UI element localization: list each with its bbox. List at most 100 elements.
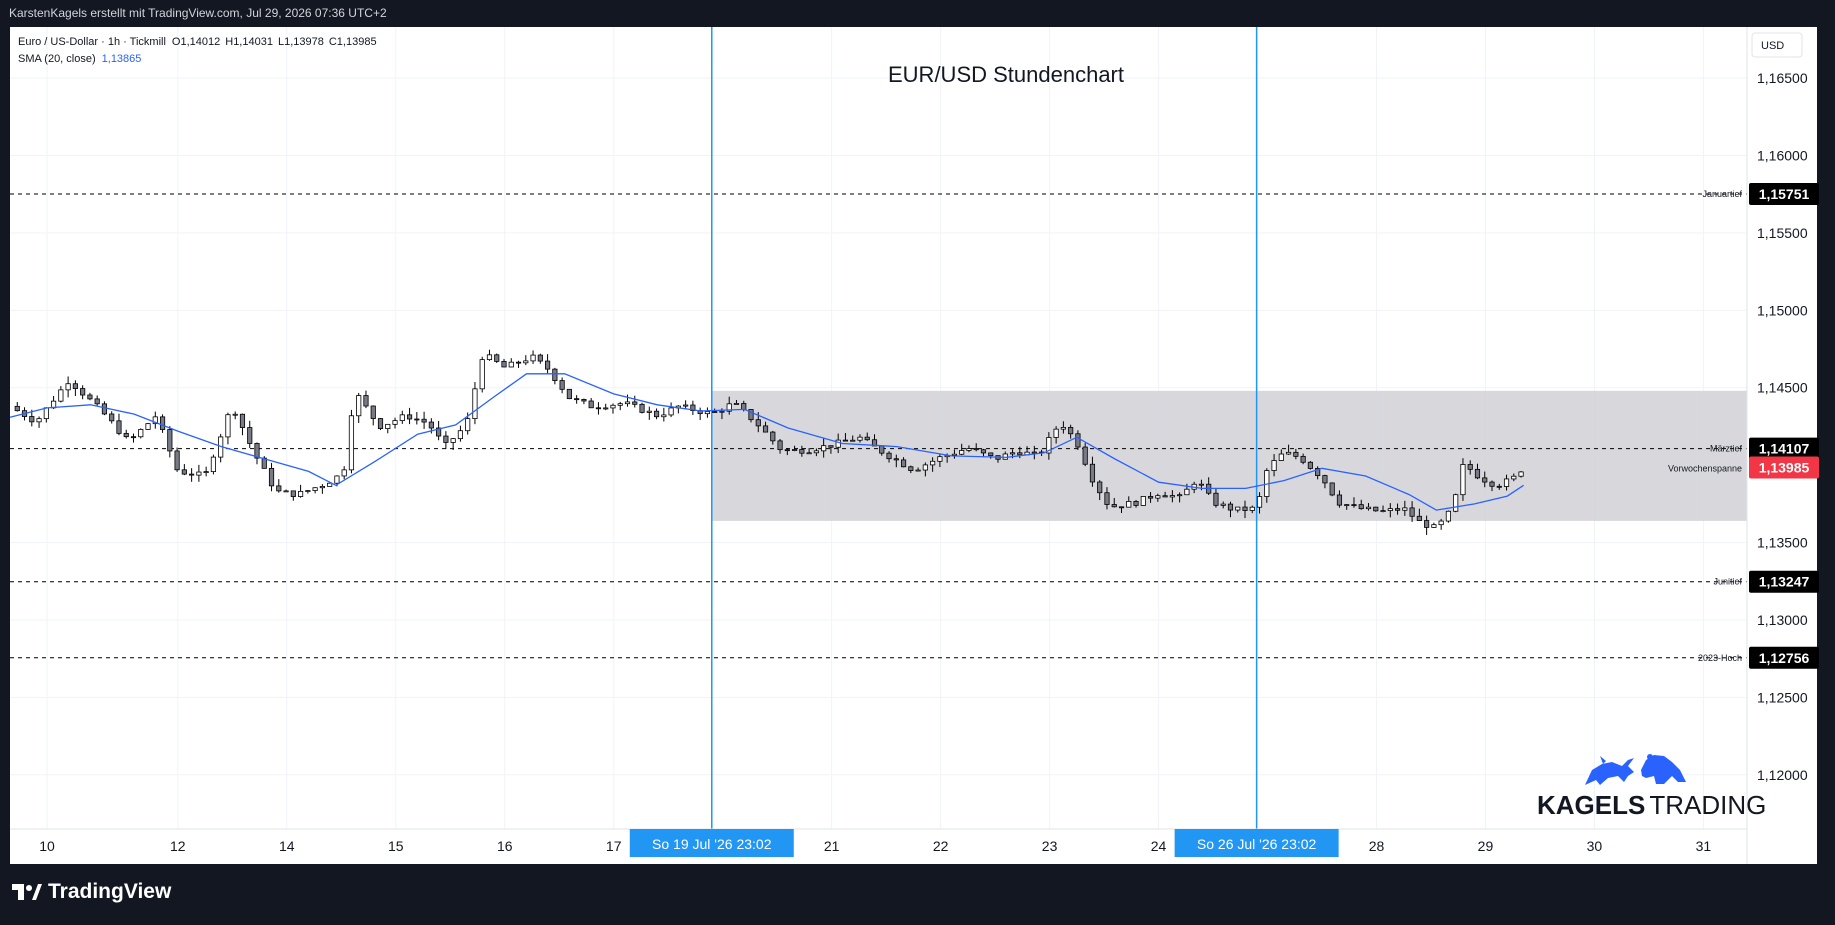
- candle-body: [1147, 496, 1154, 499]
- candle-body: [1336, 494, 1343, 506]
- candle-body: [1060, 427, 1066, 430]
- x-tick-label: 28: [1369, 838, 1385, 854]
- candle-body: [1256, 496, 1263, 508]
- candle-body: [421, 418, 427, 423]
- candle-body: [130, 436, 137, 439]
- candle-body: [1017, 452, 1023, 456]
- candle-body: [1322, 475, 1328, 484]
- candles: [14, 349, 1524, 535]
- candle-body: [1046, 437, 1052, 454]
- candle-body: [29, 416, 35, 423]
- candle-body: [857, 436, 863, 441]
- y-tick-label: 1,13500: [1757, 535, 1808, 551]
- y-tick-label: 1,13000: [1757, 612, 1808, 628]
- candle-body: [1431, 524, 1437, 528]
- candle-body: [1315, 468, 1321, 476]
- candle-body: [1300, 455, 1306, 463]
- candle-body: [1118, 506, 1125, 509]
- tradingview-logo[interactable]: TradingView: [12, 880, 171, 904]
- candle-body: [436, 427, 442, 437]
- candle-body: [1220, 503, 1226, 506]
- candle-body: [792, 449, 798, 451]
- candle-body: [733, 403, 740, 405]
- candle-body: [1184, 488, 1190, 496]
- candle-body: [1503, 478, 1510, 487]
- candle-body: [472, 388, 478, 420]
- candle-body: [755, 419, 761, 427]
- candle-body: [1518, 471, 1524, 477]
- candle-body: [1177, 494, 1183, 497]
- candle-body: [762, 425, 769, 433]
- candle-body: [1009, 452, 1016, 455]
- candle-body: [94, 398, 100, 405]
- bear-icon: [1641, 754, 1686, 784]
- candle-body: [770, 431, 776, 442]
- candle-body: [428, 421, 434, 429]
- level-name: Märztief: [1710, 444, 1743, 454]
- candle-body: [530, 354, 536, 362]
- session-date-label: So 26 Jul '26 23:02: [1197, 836, 1317, 852]
- y-tick-label: 1,15000: [1757, 302, 1808, 318]
- level-price-badge: [1749, 646, 1819, 669]
- candle-body: [443, 435, 449, 443]
- candle-body: [1278, 453, 1284, 461]
- candle-body: [1075, 433, 1081, 448]
- x-tick-label: 23: [1042, 838, 1058, 854]
- candle-body: [712, 411, 718, 413]
- sma-line: [9, 373, 1524, 511]
- candle-body: [552, 368, 558, 381]
- time-axis[interactable]: 10 12 14 15 16 17 21 22 23 24 28 29 30 31 So 19 Jul '2…: [39, 829, 1711, 857]
- candle-body: [741, 403, 747, 410]
- candle-body: [312, 487, 318, 491]
- candle-body: [1474, 468, 1481, 479]
- x-tick-label: 14: [279, 838, 295, 854]
- x-tick-label: 16: [497, 838, 513, 854]
- candle-body: [116, 420, 122, 434]
- candle-body: [174, 450, 180, 471]
- candle-body: [930, 460, 936, 466]
- candle-body: [72, 383, 78, 389]
- candle-body: [1126, 500, 1132, 508]
- candle-body: [951, 453, 957, 456]
- candle-body: [1242, 506, 1248, 511]
- candle-body: [610, 404, 616, 409]
- candle-body: [639, 403, 645, 413]
- candle-body: [508, 361, 514, 368]
- y-tick-label: 1,15500: [1757, 225, 1808, 241]
- candle-body: [145, 423, 151, 430]
- session-date-badge: [1174, 829, 1339, 857]
- candle-body: [494, 354, 500, 362]
- candle-body: [683, 404, 689, 407]
- footer-bar: [0, 864, 1835, 925]
- candle-body: [239, 413, 246, 428]
- candle-body: [1453, 494, 1459, 512]
- candle-body: [210, 456, 216, 473]
- candle-body: [632, 401, 638, 405]
- candle-body: [486, 354, 493, 361]
- candle-body: [385, 423, 391, 430]
- candle-body: [574, 398, 580, 401]
- candle-body: [87, 394, 93, 400]
- candle-body: [813, 450, 819, 454]
- candle-body: [1358, 504, 1364, 510]
- x-tick-label: 17: [606, 838, 622, 854]
- candle-body: [900, 459, 907, 468]
- candle-body: [959, 450, 965, 455]
- price-axis[interactable]: 1,16500 1,16000 1,15500 1,15000 1,14500 1,135…: [1757, 70, 1808, 783]
- candle-body: [937, 456, 943, 462]
- candle-body: [624, 401, 631, 405]
- candle-body: [1155, 495, 1161, 499]
- candle-body: [1365, 506, 1372, 510]
- candle-body: [377, 418, 384, 430]
- attribution-text: KarstenKagels erstellt mit TradingView.c…: [9, 6, 387, 20]
- candle-body: [719, 410, 725, 413]
- candle-body: [1111, 504, 1117, 508]
- candle-body: [283, 490, 289, 493]
- candle-body: [1053, 428, 1059, 438]
- candle-body: [726, 403, 732, 412]
- candle-body: [43, 407, 49, 420]
- candle-body: [1351, 504, 1357, 507]
- candle-body: [821, 445, 827, 452]
- currency-badge[interactable]: [1751, 32, 1803, 58]
